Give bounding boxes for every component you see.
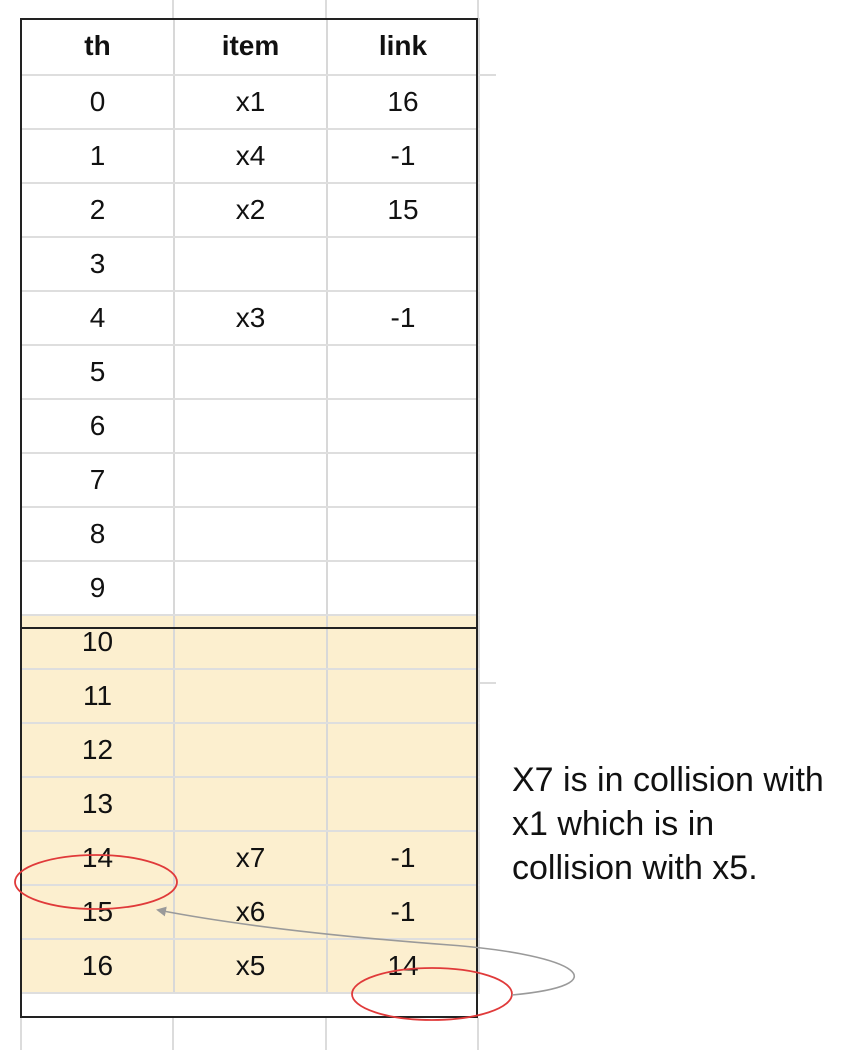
cell-th: 5 xyxy=(20,345,175,400)
cell-th: 15 xyxy=(20,885,175,940)
cell-th: 7 xyxy=(20,453,175,508)
cell-item: x1 xyxy=(173,75,328,130)
cell-link xyxy=(326,453,480,508)
cell-link xyxy=(326,615,480,670)
cell-link xyxy=(326,561,480,616)
cell-item: x5 xyxy=(173,939,328,994)
grid-line xyxy=(477,1018,479,1050)
cell-item: x6 xyxy=(173,885,328,940)
cell-item xyxy=(173,453,328,508)
cell-link xyxy=(326,669,480,724)
table-row: 11 xyxy=(20,669,480,724)
cell-th: 3 xyxy=(20,237,175,292)
table-row: 16 x5 14 xyxy=(20,939,480,994)
cell-th: 10 xyxy=(20,615,175,670)
cell-th: 9 xyxy=(20,561,175,616)
cell-link: 14 xyxy=(326,939,480,994)
cell-link xyxy=(326,777,480,832)
cell-link xyxy=(326,507,480,562)
cell-link: -1 xyxy=(326,291,480,346)
cell-link: -1 xyxy=(326,831,480,886)
grid-line xyxy=(172,0,174,18)
grid-line xyxy=(172,1018,174,1050)
cell-item xyxy=(173,399,328,454)
cell-th: 2 xyxy=(20,183,175,238)
table-row: 6 xyxy=(20,399,480,454)
grid-line xyxy=(325,1018,327,1050)
cell-th: 4 xyxy=(20,291,175,346)
cell-th: 8 xyxy=(20,507,175,562)
table-row: 8 xyxy=(20,507,480,562)
table-row: 7 xyxy=(20,453,480,508)
cell-item xyxy=(173,669,328,724)
grid-line xyxy=(325,0,327,18)
table-row: 14 x7 -1 xyxy=(20,831,480,886)
cell-th: 16 xyxy=(20,939,175,994)
header-item: item xyxy=(173,18,328,76)
cell-link: -1 xyxy=(326,885,480,940)
grid-line xyxy=(478,682,496,684)
cell-item xyxy=(173,345,328,400)
cell-item: x2 xyxy=(173,183,328,238)
cell-item: x4 xyxy=(173,129,328,184)
table-row: 0 x1 16 xyxy=(20,75,480,130)
cell-item xyxy=(173,615,328,670)
cell-item xyxy=(173,507,328,562)
cell-th: 6 xyxy=(20,399,175,454)
hash-table-grid: th item link 0 x1 16 1 x4 -1 2 x2 15 3 4 x3 -1 5 6 7 8 9 1… xyxy=(20,18,480,994)
table-body: 0 x1 16 1 x4 -1 2 x2 15 3 4 x3 -1 5 6 7 8 9 10 11 12 13 14 x7 -1… xyxy=(20,75,480,994)
table-row: 3 xyxy=(20,237,480,292)
cell-th: 0 xyxy=(20,75,175,130)
cell-item: x7 xyxy=(173,831,328,886)
collision-note: X7 is in collision with x1 which is in c… xyxy=(512,761,824,887)
cell-th: 12 xyxy=(20,723,175,778)
table-row: 10 xyxy=(20,615,480,670)
cell-link xyxy=(326,399,480,454)
cell-link xyxy=(326,237,480,292)
table-row: 15 x6 -1 xyxy=(20,885,480,940)
cell-link: 16 xyxy=(326,75,480,130)
cell-th: 13 xyxy=(20,777,175,832)
cell-th: 11 xyxy=(20,669,175,724)
cell-link: -1 xyxy=(326,129,480,184)
cell-link xyxy=(326,723,480,778)
cell-item xyxy=(173,723,328,778)
table-row: 5 xyxy=(20,345,480,400)
grid-line xyxy=(20,1018,22,1050)
hash-table: th item link 0 x1 16 1 x4 -1 2 x2 15 3 4 x3 -1 5 6 7 8 9 1… xyxy=(20,18,480,994)
header-th: th xyxy=(20,18,175,76)
cell-link xyxy=(326,345,480,400)
cell-item xyxy=(173,777,328,832)
cell-link: 15 xyxy=(326,183,480,238)
table-row: 1 x4 -1 xyxy=(20,129,480,184)
grid-line xyxy=(478,74,496,76)
table-row: 9 xyxy=(20,561,480,616)
cell-th: 1 xyxy=(20,129,175,184)
cell-th: 14 xyxy=(20,831,175,886)
table-row: 2 x2 15 xyxy=(20,183,480,238)
cell-item xyxy=(173,561,328,616)
grid-line xyxy=(477,0,479,18)
cell-item: x3 xyxy=(173,291,328,346)
table-row: 13 xyxy=(20,777,480,832)
table-row: 4 x3 -1 xyxy=(20,291,480,346)
table-row: 12 xyxy=(20,723,480,778)
header-row: th item link xyxy=(20,18,480,76)
header-link: link xyxy=(326,18,480,76)
cell-item xyxy=(173,237,328,292)
